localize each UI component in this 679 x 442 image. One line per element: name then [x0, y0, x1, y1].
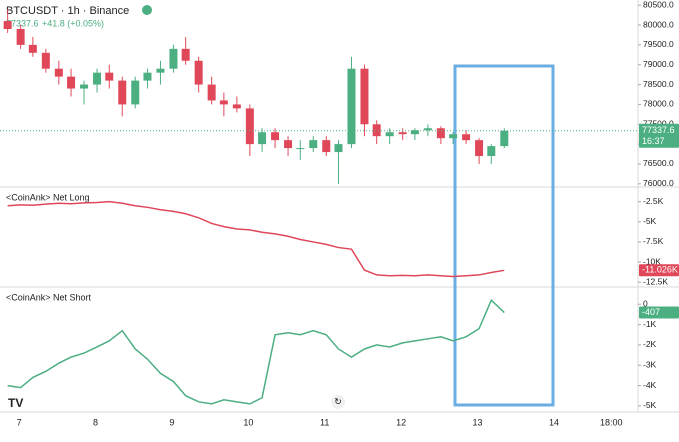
candle-body — [475, 140, 484, 157]
symbol-title: BTCUSDT · 1h · Binance — [6, 5, 129, 17]
candle-body — [436, 128, 445, 139]
y-tick-label: -10K — [643, 256, 661, 266]
candle-body — [462, 134, 471, 141]
candle-body — [93, 72, 102, 85]
candle-body — [449, 134, 458, 139]
candle-body — [41, 52, 50, 69]
y-tick-label: 78500.0 — [643, 79, 674, 89]
x-tick-label: 18:00 — [600, 417, 623, 427]
candle-body — [372, 124, 381, 137]
y-tick-label: -1K — [643, 319, 657, 329]
candle-body — [219, 100, 228, 105]
candle-body — [258, 132, 267, 145]
y-tick-label: -3K — [643, 359, 657, 369]
candle-body — [360, 68, 369, 125]
candle-body — [156, 68, 165, 73]
candle-body — [207, 84, 216, 101]
candle-body — [271, 132, 280, 141]
price-label: 77337.6 — [642, 125, 675, 135]
candle-body — [28, 44, 37, 53]
countdown: 16:37 — [642, 136, 665, 146]
last-value-label-box — [639, 306, 679, 319]
candle-body — [3, 21, 12, 29]
candle-body — [245, 108, 254, 145]
x-tick-label: 10 — [243, 417, 253, 427]
y-tick-label: -12.5K — [643, 276, 668, 286]
x-tick-label: 13 — [473, 417, 483, 427]
candle-body — [410, 130, 419, 135]
y-tick-label: -2K — [643, 339, 657, 349]
candle-body — [181, 48, 190, 61]
x-tick-label: 9 — [169, 417, 174, 427]
logo[interactable]: TV — [8, 396, 23, 410]
y-tick-label: -5K — [643, 216, 657, 226]
y-tick-label: -5K — [643, 400, 657, 410]
y-tick-label: 80000.0 — [643, 19, 674, 29]
x-tick-label: 8 — [93, 417, 98, 427]
candle-body — [309, 140, 318, 149]
candle-body — [16, 28, 25, 45]
candle-body — [487, 146, 496, 157]
x-tick-label: 12 — [396, 417, 406, 427]
y-tick-label: 80500.0 — [643, 0, 674, 9]
candle-body — [284, 140, 293, 149]
candle-body — [169, 48, 178, 69]
indicator-title: <CoinAnk> Net Long — [6, 192, 90, 202]
y-tick-label: 77500.0 — [643, 119, 674, 129]
reset-button[interactable] — [331, 395, 345, 409]
indicator-title: <CoinAnk> Net Short — [6, 292, 92, 302]
y-tick-label: 76500.0 — [643, 158, 674, 168]
candle-body — [105, 72, 114, 81]
candle-body — [67, 76, 76, 89]
candle-body — [347, 68, 356, 145]
last-value-label: -407 — [642, 307, 660, 317]
candle-body — [131, 80, 140, 105]
x-tick-label: 7 — [17, 417, 22, 427]
x-tick-label: 14 — [549, 417, 559, 427]
last-price: 77337.6 — [6, 18, 39, 28]
candle-body — [118, 80, 127, 105]
candle-body — [322, 140, 331, 153]
candle-body — [423, 128, 432, 131]
y-tick-label: 78000.0 — [643, 99, 674, 109]
y-tick-label: 79000.0 — [643, 59, 674, 69]
y-tick-label: 76000.0 — [643, 178, 674, 188]
candle-body — [194, 60, 203, 85]
highlight-box — [453, 64, 555, 407]
candle-body — [385, 132, 394, 137]
last-value-label-box — [639, 264, 679, 277]
y-tick-label: -2.5K — [643, 196, 664, 206]
candle-body — [143, 72, 152, 81]
candle-body — [232, 104, 241, 109]
indicator-line — [7, 200, 505, 278]
last-value-label: -11.026K — [642, 265, 678, 275]
y-tick-label: 79500.0 — [643, 39, 674, 49]
candle-body — [54, 68, 63, 77]
candle-body — [398, 132, 407, 135]
reset-icon[interactable]: ↻ — [334, 396, 342, 406]
y-tick-label: -7.5K — [643, 236, 664, 246]
y-tick-label: 0 — [643, 299, 648, 309]
price-label-box — [639, 123, 679, 148]
candle-body — [334, 144, 343, 153]
price-change: +41.8 (+0.05%) — [42, 18, 104, 28]
candle-body — [296, 148, 305, 150]
x-tick-label: 11 — [320, 417, 329, 427]
status-dot — [142, 5, 152, 15]
candle-body — [80, 84, 89, 89]
indicator-line — [7, 298, 505, 405]
y-tick-label: -4K — [643, 380, 657, 390]
candle-body — [500, 130, 509, 147]
